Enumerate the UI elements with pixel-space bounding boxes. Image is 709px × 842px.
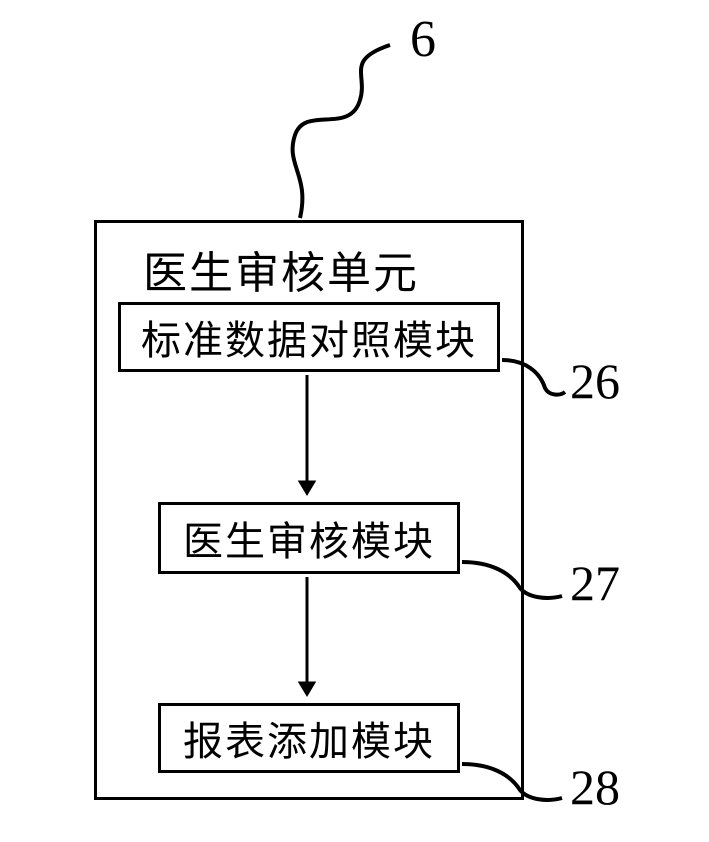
module-label: 医生审核模块 [183, 509, 435, 567]
module-label: 标准数据对照模块 [141, 308, 477, 366]
callout-label-26: 26 [570, 352, 620, 410]
module-label: 报表添加模块 [183, 709, 435, 767]
callout-label-6: 6 [410, 10, 436, 69]
unit-title: 医生审核单元 [143, 237, 419, 301]
module-doctor-review: 医生审核模块 [158, 502, 460, 574]
callout-label-28: 28 [570, 758, 620, 816]
module-standard-data-compare: 标准数据对照模块 [118, 302, 500, 372]
callout-label-27: 27 [570, 554, 620, 612]
module-report-add: 报表添加模块 [158, 703, 460, 773]
callout-curve-6 [293, 45, 390, 218]
